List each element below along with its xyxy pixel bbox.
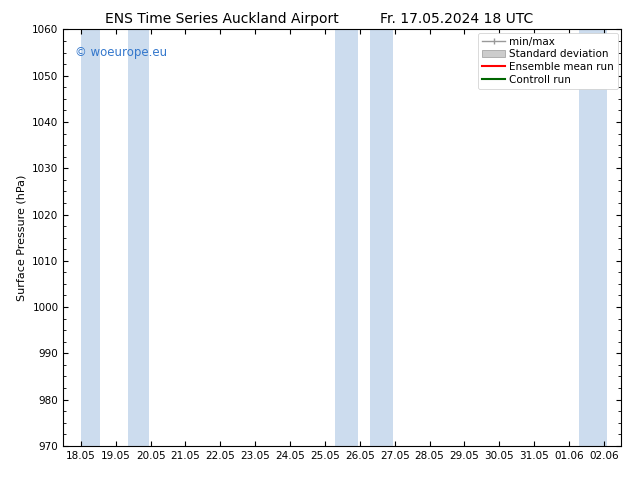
- Bar: [579, 29, 607, 446]
- Text: ENS Time Series Auckland Airport: ENS Time Series Auckland Airport: [105, 12, 339, 26]
- Text: © woeurope.eu: © woeurope.eu: [75, 46, 167, 59]
- Bar: [370, 29, 393, 446]
- Text: Fr. 17.05.2024 18 UTC: Fr. 17.05.2024 18 UTC: [380, 12, 533, 26]
- Y-axis label: Surface Pressure (hPa): Surface Pressure (hPa): [16, 174, 27, 301]
- Legend: min/max, Standard deviation, Ensemble mean run, Controll run: min/max, Standard deviation, Ensemble me…: [478, 32, 618, 89]
- Bar: [128, 29, 149, 446]
- Bar: [81, 29, 100, 446]
- Bar: [335, 29, 358, 446]
